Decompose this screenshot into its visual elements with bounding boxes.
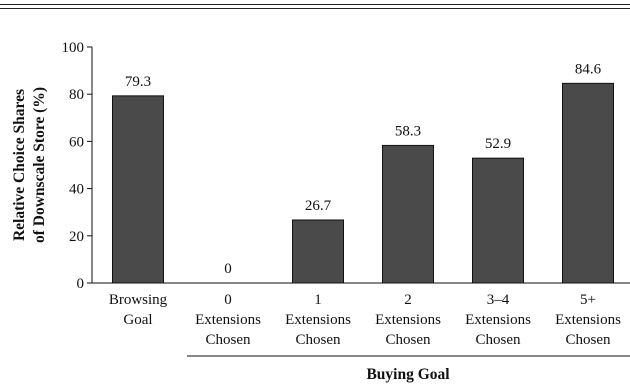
bar — [472, 157, 524, 284]
y-tick-label: 100 — [62, 40, 85, 56]
bar — [562, 82, 614, 284]
y-tick-label: 40 — [69, 182, 84, 198]
bar — [382, 144, 434, 284]
y-tick-label: 60 — [69, 134, 84, 150]
bar-value-label: 0 — [224, 261, 232, 277]
y-axis-title-line: Relative Choice Shares — [11, 89, 28, 241]
category-label: 1 Extensions Chosen — [285, 292, 351, 348]
y-axis: 0 20 40 60 80 100 — [62, 40, 630, 292]
bar-value-label: 52.9 — [485, 136, 511, 152]
y-axis-title-line: of Downscale Store (%) — [31, 87, 48, 243]
category-label: Browsing Goal — [109, 292, 168, 328]
y-tick-label: 20 — [69, 229, 84, 245]
bar — [112, 95, 164, 284]
category-labels: Browsing Goal 0 Extensions Chosen 1 Extensions… — [109, 292, 621, 348]
y-axis-title: Relative Choice Shares of Downscale Store… — [11, 87, 48, 243]
bar — [292, 219, 344, 284]
top-rule-2 — [0, 8, 630, 9]
top-rule-1 — [0, 4, 630, 5]
category-label: 5+ Extensions Chosen — [555, 292, 621, 348]
bar-value-label: 58.3 — [395, 123, 421, 139]
category-label: 2 Extensions Chosen — [375, 292, 441, 348]
y-tick-label: 0 — [77, 276, 85, 292]
category-label: 3–4 Extensions Chosen — [465, 292, 531, 348]
buying-goal-label: Buying Goal — [366, 366, 450, 383]
bars: 79.3 0 26.7 58.3 52.9 84.6 — [112, 61, 614, 284]
category-label: 0 Extensions Chosen — [195, 292, 261, 348]
bar-value-label: 79.3 — [125, 74, 151, 90]
bar-value-label: 84.6 — [575, 61, 602, 77]
bar-value-label: 26.7 — [305, 198, 332, 214]
y-tick-label: 80 — [69, 87, 84, 103]
